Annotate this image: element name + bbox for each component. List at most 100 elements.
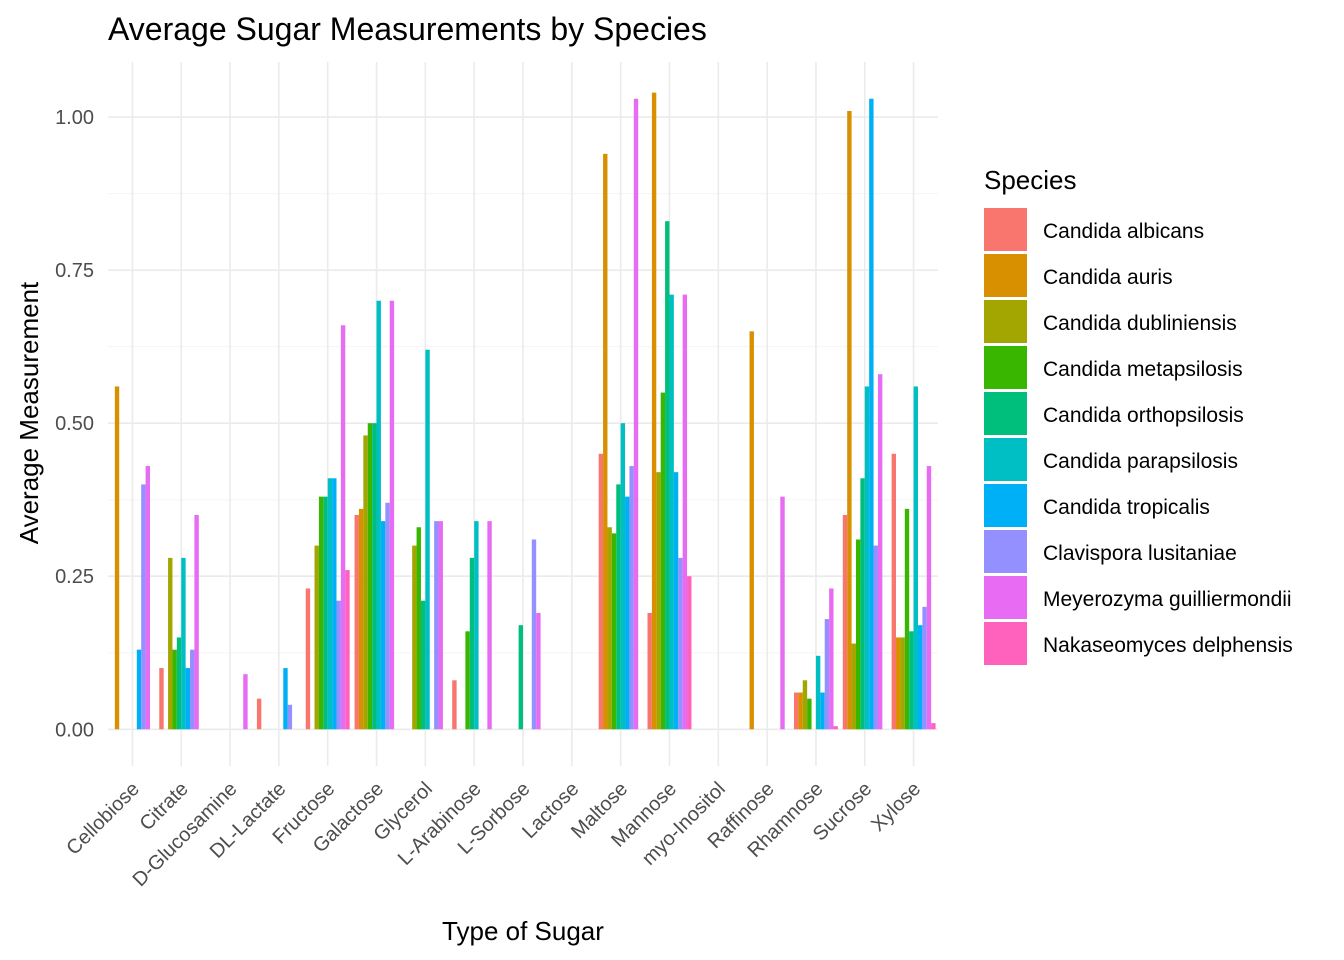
bar: [798, 692, 803, 730]
bar: [855, 539, 861, 730]
bar: [194, 515, 199, 730]
legend-label: Candida orthopsilosis: [1043, 404, 1244, 427]
bar: [305, 588, 311, 730]
bar: [412, 545, 417, 730]
bar: [531, 539, 537, 730]
bar: [314, 545, 319, 730]
legend-swatch: [984, 484, 1027, 527]
bar: [647, 612, 652, 730]
bar: [891, 453, 897, 730]
bar: [917, 625, 923, 730]
legend-swatch: [984, 300, 1027, 343]
legend-swatch: [984, 254, 1027, 297]
bar: [611, 533, 617, 730]
bar: [669, 294, 674, 730]
bar: [536, 612, 541, 730]
bar: [181, 557, 186, 730]
bar: [687, 576, 692, 730]
bar: [336, 600, 341, 730]
bar: [318, 496, 324, 730]
bar: [864, 386, 870, 730]
bar: [847, 110, 852, 730]
x-tick-label: Xylose: [867, 778, 925, 836]
legend-label: Candida parapsilosis: [1043, 450, 1238, 473]
bar: [327, 478, 333, 730]
bar: [603, 153, 608, 730]
legend-swatch: [984, 208, 1027, 251]
y-tick-label: 1.00: [55, 107, 94, 129]
bar: [358, 508, 364, 730]
bar: [518, 625, 523, 730]
legend-label: Meyerozyma guilliermondii: [1043, 588, 1292, 611]
bar: [323, 496, 328, 730]
bar: [665, 221, 670, 730]
legend-label: Nakaseomyces delphensis: [1043, 634, 1293, 657]
bar: [625, 496, 630, 730]
bar: [682, 294, 688, 730]
bar: [283, 668, 288, 730]
bar: [136, 649, 142, 730]
bar: [842, 515, 848, 730]
bar: [820, 692, 825, 730]
bar: [243, 674, 248, 730]
bar: [487, 521, 492, 730]
bar: [922, 606, 927, 730]
bar: [168, 557, 173, 730]
bar: [425, 349, 430, 730]
bar: [909, 631, 914, 730]
bar: [913, 386, 918, 730]
y-tick-label: 0.75: [55, 260, 94, 282]
x-tick-label: Cellobiose: [62, 778, 144, 860]
legend: Species Candida albicans Candida auris Can…: [984, 165, 1293, 665]
legend-label: Clavispora lusitaniae: [1043, 542, 1237, 565]
bar: [807, 698, 812, 730]
y-tick-label: 0.00: [55, 719, 94, 741]
bar: [926, 466, 932, 730]
legend-swatch: [984, 530, 1027, 573]
bar: [465, 631, 470, 730]
bar: [372, 423, 377, 730]
legend-swatch: [984, 392, 1027, 435]
bar: [145, 466, 150, 730]
bar: [332, 478, 337, 730]
bar: [896, 637, 901, 730]
y-tick-label: 0.25: [55, 566, 94, 588]
bar: [367, 423, 373, 730]
legend-swatch: [984, 622, 1027, 665]
bar: [416, 527, 421, 730]
bar: [469, 557, 475, 730]
bar: [904, 508, 910, 730]
y-axis-ticks: 0.00 0.25 0.50 0.75 1.00: [55, 107, 94, 741]
bar: [380, 521, 386, 730]
bar: [376, 300, 381, 730]
x-axis-ticks: CellobioseCitrateD-GlucosamineDL-Lactate…: [62, 778, 925, 891]
bar: [633, 98, 639, 730]
bar: [363, 435, 368, 730]
bar: [749, 331, 754, 730]
bar: [629, 466, 634, 730]
bar: [354, 515, 359, 730]
bar: [793, 692, 799, 730]
legend-label: Candida albicans: [1043, 220, 1204, 243]
bar: [651, 92, 657, 730]
bar: [660, 392, 666, 730]
y-tick-label: 0.50: [55, 413, 94, 435]
bar: [420, 600, 426, 730]
legend-swatch: [984, 576, 1027, 619]
bar: [345, 570, 350, 730]
bar: [438, 521, 443, 730]
bars: [114, 92, 936, 730]
legend-label: Candida auris: [1043, 266, 1173, 289]
bar: [256, 698, 262, 730]
bar: [389, 300, 395, 730]
legend-label: Candida dubliniensis: [1043, 312, 1237, 335]
y-axis-title: Average Measurement: [14, 281, 44, 544]
legend-label: Candida tropicalis: [1043, 496, 1210, 519]
bar: [141, 484, 146, 730]
chart-title: Average Sugar Measurements by Species: [108, 11, 707, 47]
bar: [851, 643, 856, 730]
bar: [616, 484, 621, 730]
bar: [900, 637, 905, 730]
bar: [802, 680, 808, 730]
